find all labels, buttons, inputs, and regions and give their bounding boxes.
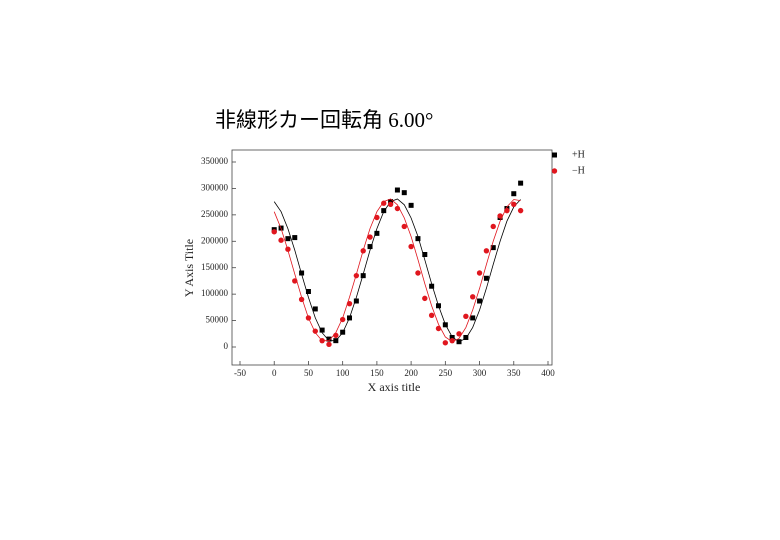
y-tick-label: 350000 <box>201 156 229 166</box>
x-tick-label: 150 <box>370 368 384 378</box>
x-tick-label: 250 <box>439 368 453 378</box>
y-axis-title: Y Axis Title <box>182 239 196 297</box>
legend-label: −H <box>572 165 585 176</box>
point <box>305 289 311 294</box>
x-tick-label: 200 <box>404 368 418 378</box>
point <box>504 207 510 214</box>
y-tick-label: 150000 <box>201 262 229 272</box>
point <box>292 235 298 241</box>
point <box>490 245 496 251</box>
point <box>497 213 503 219</box>
x-tick-label: 50 <box>304 368 314 378</box>
x-tick-label: 100 <box>336 368 350 378</box>
point <box>292 278 298 284</box>
point <box>326 336 332 342</box>
point <box>305 315 312 321</box>
point <box>456 339 462 345</box>
point <box>353 298 359 304</box>
point <box>298 296 305 303</box>
point <box>339 316 346 323</box>
fit-line <box>273 198 521 343</box>
point <box>449 334 455 340</box>
point <box>476 270 483 276</box>
point <box>387 201 394 207</box>
point <box>428 312 435 318</box>
point <box>518 180 524 186</box>
x-tick-label: 350 <box>507 368 521 378</box>
legend-marker <box>552 152 557 158</box>
plot-frame <box>231 149 553 366</box>
x-tick-label: 300 <box>473 368 487 378</box>
point <box>483 275 489 281</box>
point <box>401 223 407 230</box>
point <box>442 340 449 346</box>
point <box>285 236 291 242</box>
point <box>333 332 339 339</box>
point <box>381 208 387 214</box>
point <box>394 205 401 212</box>
point <box>360 273 366 279</box>
point <box>442 322 448 328</box>
point <box>326 341 332 348</box>
fit-line <box>273 198 521 343</box>
point <box>435 325 442 332</box>
point <box>449 337 455 344</box>
point <box>511 201 517 207</box>
point <box>470 315 476 321</box>
point <box>477 298 483 304</box>
point <box>271 229 277 235</box>
y-tick-label: 250000 <box>201 209 229 219</box>
point <box>346 300 353 307</box>
y-tick-label: 50000 <box>206 315 229 325</box>
point <box>367 234 373 240</box>
point <box>456 331 462 337</box>
x-tick-label: 400 <box>541 368 555 378</box>
point <box>285 246 291 252</box>
point <box>299 270 305 276</box>
point <box>511 191 517 197</box>
y-tick-label: 300000 <box>201 182 229 192</box>
y-tick-label: 100000 <box>201 288 229 298</box>
point <box>517 207 524 214</box>
point <box>401 190 407 196</box>
point <box>319 337 325 344</box>
legend-label: +H <box>572 149 585 160</box>
point <box>340 329 346 335</box>
point <box>353 272 360 279</box>
point <box>435 303 441 309</box>
chart-title: 非線形カー回転角 6.00° <box>215 108 433 132</box>
point <box>312 306 318 312</box>
point <box>483 248 490 254</box>
point <box>394 187 400 193</box>
point <box>381 200 387 206</box>
point <box>278 237 284 243</box>
point <box>319 327 325 333</box>
point <box>312 328 318 334</box>
point <box>415 270 421 276</box>
point <box>374 214 380 221</box>
point <box>470 294 476 300</box>
point <box>347 315 353 321</box>
y-tick-label: 0 <box>224 341 229 351</box>
y-tick-label: 200000 <box>201 235 229 245</box>
point <box>360 248 366 254</box>
point <box>333 338 339 344</box>
point <box>490 223 496 230</box>
point <box>408 243 414 250</box>
point <box>463 313 469 320</box>
point <box>408 202 414 208</box>
point <box>367 244 373 250</box>
x-axis-title: X axis title <box>368 380 421 394</box>
x-tick-label: 0 <box>272 368 277 378</box>
point <box>415 236 421 242</box>
x-tick-label: -50 <box>234 368 246 378</box>
point <box>374 230 380 236</box>
legend-marker <box>551 168 558 174</box>
point <box>422 252 428 257</box>
point <box>429 283 435 289</box>
point <box>422 295 428 302</box>
point <box>463 334 469 340</box>
